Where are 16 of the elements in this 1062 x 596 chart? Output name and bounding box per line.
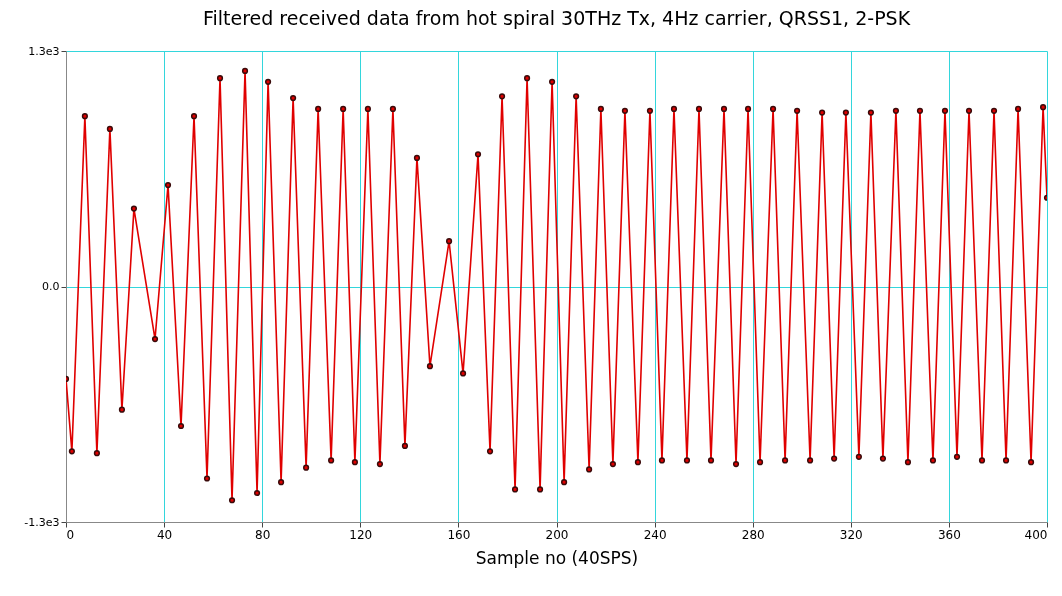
x-tick-label: 280 (741, 527, 765, 542)
x-tick-label: 80 (255, 527, 271, 542)
x-tick-label: 320 (839, 527, 863, 542)
x-tick-label: 160 (447, 527, 471, 542)
x-tick-label: 400 (1024, 527, 1048, 542)
x-tick-label: 0 (66, 527, 75, 542)
y-tick-label: 1.3e3 (28, 44, 60, 58)
x-axis-title: Sample no (40SPS) (475, 547, 639, 568)
chart-title: Filtered received data from hot spiral 30THz Tx, 4Hz carrier, QRSS1, 2-PSK (202, 7, 911, 29)
y-tick-label: -1.3e3 (24, 515, 60, 529)
y-tick-label: 0.0 (42, 280, 60, 293)
x-tick-label: 40 (156, 527, 173, 542)
x-tick-label: 360 (937, 527, 961, 542)
x-tick-label: 120 (349, 527, 373, 542)
x-tick-label: 240 (643, 527, 667, 542)
x-tick-label: 200 (545, 527, 569, 542)
